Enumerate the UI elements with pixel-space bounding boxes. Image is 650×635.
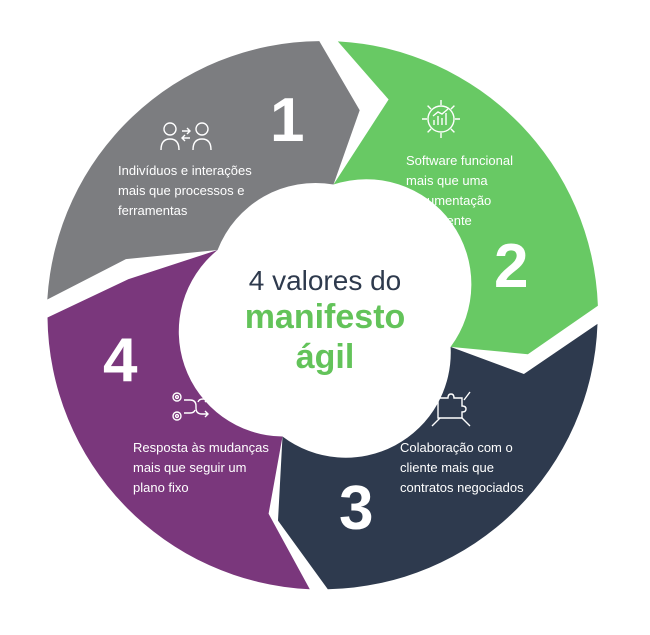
people-exchange-icon: [160, 122, 212, 151]
segment-1-line-2: mais que processos e: [118, 183, 245, 198]
segment-3-line-3: contratos negociados: [400, 480, 524, 495]
center-title-line1: 4 valores do: [248, 265, 402, 296]
center-title-line2: manifesto: [244, 298, 406, 336]
gears-arrows-icon: [172, 392, 209, 421]
segment-2-line-2: mais que uma: [406, 173, 488, 188]
puzzle-hands-icon: [431, 391, 471, 427]
segment-1-line-1: Indivíduos e interações: [118, 163, 252, 178]
segment-2-number: 2: [494, 232, 529, 301]
segment-2-text: Software funcional mais que uma document…: [406, 151, 513, 231]
segment-3-number: 3: [339, 474, 374, 543]
segment-4-line-2: mais que seguir um: [133, 460, 247, 475]
segment-1-text: Indivíduos e interações mais que process…: [118, 161, 252, 221]
segment-1-line-3: ferramentas: [118, 203, 188, 218]
segment-1-number: 1: [270, 86, 305, 155]
segment-4-line-3: plano fixo: [133, 480, 189, 495]
center-disc: [216, 206, 428, 418]
segment-1-shape: [47, 41, 360, 300]
segment-3-line-1: Colaboração com o: [400, 440, 513, 455]
segment-4-number: 4: [103, 326, 138, 395]
segment-3-shape: [278, 323, 598, 590]
segment-3-line-2: cliente mais que: [400, 460, 494, 475]
segment-4-line-1: Resposta às mudanças: [133, 440, 269, 455]
segment-2-line-3: documentação: [406, 193, 492, 208]
center-title-line3: ágil: [295, 338, 355, 376]
gear-chart-icon: [422, 100, 460, 138]
segment-3-text: Colaboração com o cliente mais que contr…: [400, 438, 524, 498]
segment-4-text: Resposta às mudanças mais que seguir um …: [133, 438, 269, 498]
segment-2-line-4: abrangente: [406, 213, 472, 228]
segment-2-shape: [333, 41, 598, 355]
segment-2-line-1: Software funcional: [406, 153, 513, 168]
